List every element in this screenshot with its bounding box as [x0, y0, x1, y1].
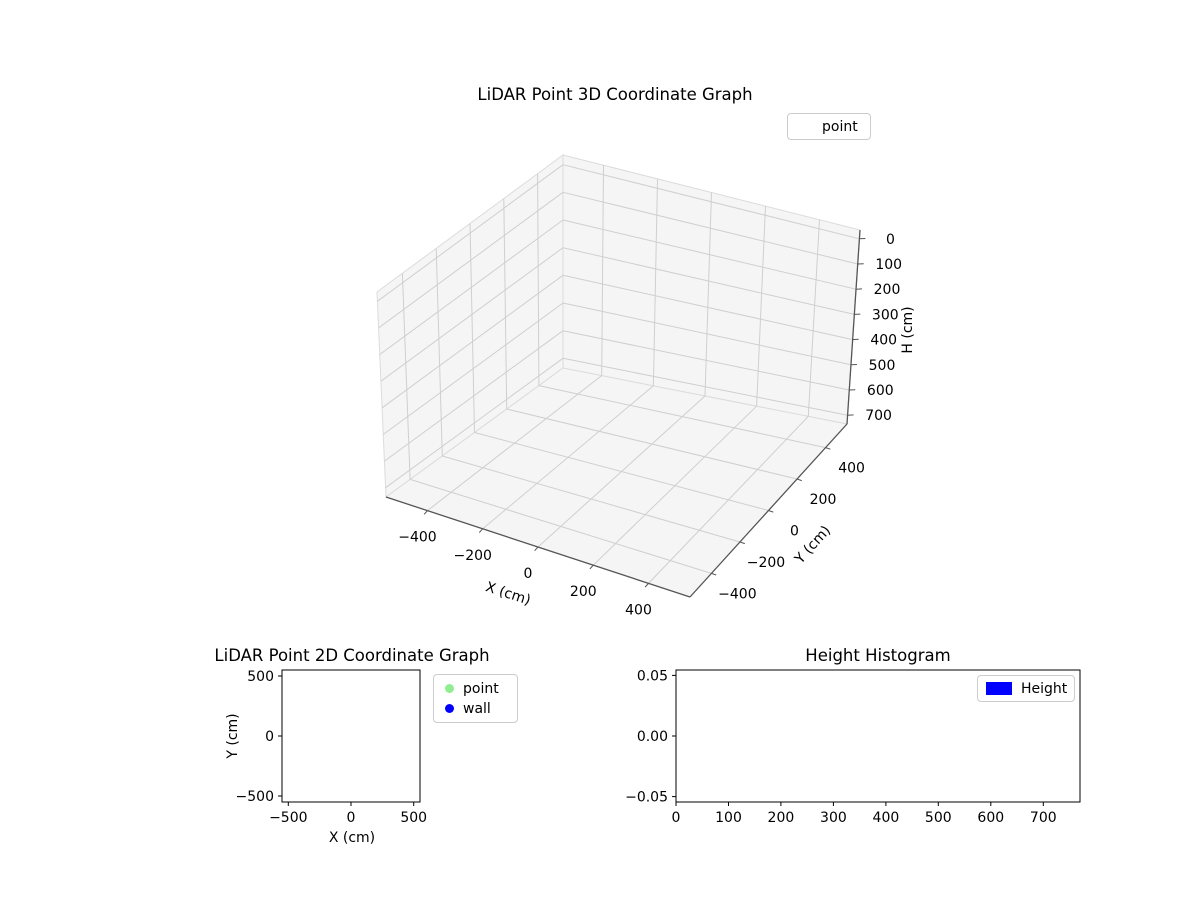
grid-y	[506, 408, 798, 480]
grid-y	[474, 432, 769, 511]
hist-x-tick-label: 300	[820, 810, 847, 826]
hist-legend: Height	[977, 675, 1075, 702]
y-tick-label: −200	[747, 555, 785, 571]
height-patch-icon	[986, 682, 1012, 695]
z-tick-label: 500	[869, 358, 896, 374]
z-tick-label: 200	[874, 282, 901, 298]
grid-y	[401, 273, 411, 480]
plot2d-x-tick-label: −500	[269, 810, 307, 826]
z-tick-label: 100	[875, 257, 902, 273]
x-tick	[478, 528, 484, 533]
y-tick	[711, 572, 717, 576]
grid-x	[807, 219, 820, 417]
x-tick-label: 400	[625, 602, 652, 618]
legend-label-point: point	[822, 118, 858, 135]
grid-y	[469, 223, 475, 433]
hist-x-tick-label: 700	[1030, 810, 1057, 826]
hist-x-tick-label: 500	[925, 810, 952, 826]
z-tick-label: 300	[872, 307, 899, 323]
x-tick	[589, 564, 594, 570]
legend-label-wall: wall	[463, 700, 491, 717]
plot2d-x-tick-label: 500	[400, 810, 427, 826]
grid-y	[537, 173, 540, 386]
grid-x	[601, 165, 604, 376]
legend-label-point: point	[463, 680, 499, 697]
y-tick	[796, 478, 802, 482]
y-tick-label: 400	[838, 461, 865, 477]
z-tick-label: 600	[867, 383, 894, 399]
grid-x	[704, 192, 712, 397]
hist-y-tick-label: 0.00	[637, 729, 668, 745]
plot3d-zaxis-label: H (cm)	[900, 306, 916, 354]
legend-label-height: Height	[1021, 680, 1068, 697]
hist-y-tick-label: −0.05	[625, 790, 668, 806]
legend-entry-wall: wall	[434, 700, 517, 717]
z-tick-label: 700	[865, 408, 892, 424]
grid-x	[652, 178, 658, 386]
hist-x-tick-label: 600	[977, 810, 1004, 826]
x-tick	[534, 546, 539, 552]
plot2d-y-tick-label: 500	[247, 669, 274, 685]
z-axis-line	[846, 229, 861, 425]
y-tick-label: 200	[810, 492, 837, 508]
x-tick-label: −200	[453, 548, 491, 564]
empty-marker	[788, 122, 822, 132]
hist-x-tick-label: 100	[715, 810, 742, 826]
x-tick	[644, 583, 649, 588]
plot2d-legend: point wall	[433, 674, 518, 723]
plot2d-x-tick-label: 0	[347, 810, 356, 826]
plot3d-title: LiDAR Point 3D Coordinate Graph	[477, 85, 753, 104]
hist-title: Height Histogram	[805, 646, 951, 665]
grid-y	[435, 248, 443, 457]
y-tick	[739, 541, 745, 545]
plot2d-frame	[281, 669, 421, 803]
plot2d-y-tick-label: −500	[236, 789, 274, 805]
x-tick-label: −400	[398, 530, 436, 546]
x-tick-label: 0	[524, 566, 533, 582]
legend-entry-point: point	[434, 680, 517, 697]
z-tick-label: 400	[870, 333, 897, 349]
hist-x-tick-label: 400	[873, 810, 900, 826]
grid-x	[756, 206, 766, 407]
wall-marker-icon	[445, 704, 454, 713]
plot2d-xaxis-label: X (cm)	[328, 830, 376, 846]
y-tick	[768, 510, 774, 513]
hist-y-tick-label: 0.05	[637, 668, 668, 684]
plot2d-yaxis-label: Y (cm)	[225, 713, 241, 759]
grid-y	[409, 478, 712, 574]
plot2d-y-tick-label: 0	[265, 729, 274, 745]
grid-y	[538, 385, 826, 449]
grid-y	[503, 198, 508, 410]
point-marker-icon	[445, 684, 454, 693]
hist-x-tick-label: 0	[672, 810, 681, 826]
grid-y	[442, 455, 741, 543]
z-tick-label: 0	[886, 232, 895, 248]
plot3d-legend: point	[787, 113, 871, 140]
x-tick-label: 200	[570, 584, 597, 600]
y-tick-label: −400	[718, 586, 756, 602]
plot2d-title: LiDAR Point 2D Coordinate Graph	[214, 646, 490, 665]
x-tick	[423, 510, 428, 515]
y-tick-label: 0	[790, 524, 799, 540]
y-tick	[825, 447, 831, 450]
hist-x-tick-label: 200	[768, 810, 795, 826]
